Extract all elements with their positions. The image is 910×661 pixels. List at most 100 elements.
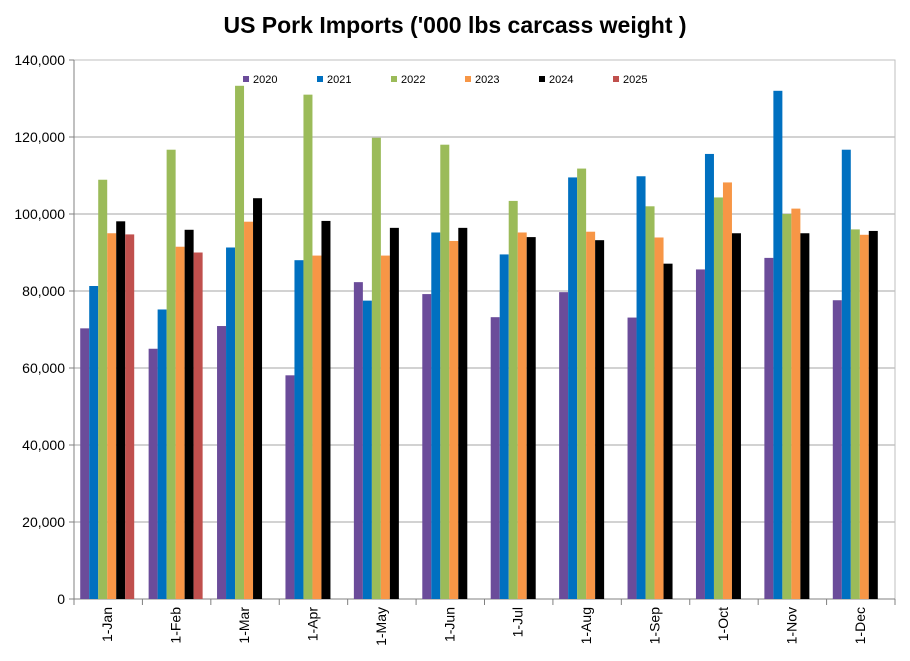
legend-swatch-2024: [539, 76, 545, 82]
bar-2024-1-Jun: [458, 227, 468, 600]
x-tick-label: 1-Jan: [99, 607, 115, 642]
y-tick-label: 0: [57, 591, 65, 607]
bar-2024-1-Oct: [731, 233, 741, 599]
legend-label-2022: 2022: [401, 74, 425, 86]
x-tick-label: 1-Dec: [852, 607, 868, 644]
legend-swatch-2023: [465, 76, 471, 82]
bar-2022-1-Apr: [303, 94, 313, 600]
x-tick-label: 1-Feb: [168, 607, 184, 644]
x-tick-label: 1-Sep: [647, 607, 663, 645]
legend-swatch-2025: [613, 76, 619, 82]
bar-2020-1-Apr: [285, 375, 295, 599]
bar-2022-1-Jul: [508, 200, 518, 599]
x-tick-label: 1-Aug: [578, 607, 594, 644]
bar-2023-1-Jun: [449, 240, 459, 599]
legend-label-2025: 2025: [623, 74, 647, 86]
bar-2023-1-Jul: [517, 232, 527, 600]
legend-label-2023: 2023: [475, 74, 499, 86]
bar-2024-1-May: [389, 227, 399, 600]
bar-2021-1-Jul: [499, 254, 509, 600]
chart-title: US Pork Imports ('000 lbs carcass weight…: [223, 12, 687, 38]
bar-2020-1-May: [353, 282, 363, 599]
bar-2025-1-Feb: [193, 252, 203, 599]
bar-2022-1-Nov: [782, 214, 792, 599]
x-tick-label: 1-Oct: [715, 607, 731, 641]
bar-2024-1-Aug: [595, 240, 605, 599]
bar-2021-1-Apr: [294, 260, 304, 599]
bar-2023-1-Oct: [722, 182, 732, 599]
bar-2024-1-Sep: [663, 263, 673, 599]
bar-2023-1-Nov: [791, 208, 801, 600]
legend-swatch-2020: [243, 76, 249, 82]
x-tick-label: 1-May: [373, 607, 389, 646]
bar-2020-1-Jun: [422, 294, 432, 599]
bar-2024-1-Dec: [868, 230, 878, 599]
bar-2021-1-Jan: [89, 285, 99, 599]
bar-2021-1-Aug: [568, 177, 578, 600]
bar-2021-1-Dec: [841, 149, 851, 599]
y-tick-label: 140,000: [14, 52, 65, 68]
x-tick-label: 1-Mar: [236, 607, 252, 644]
bar-2020-1-Oct: [695, 269, 705, 599]
bar-2023-1-May: [380, 255, 390, 599]
legend: 2020 2021 2022 2023 2024 2025: [243, 74, 647, 86]
legend-label-2020: 2020: [253, 74, 277, 86]
bar-2022-1-May: [371, 137, 381, 599]
y-axis-ticks: 0 20,000 40,000 60,000 80,000 100,000 120,000 1…: [14, 52, 74, 607]
x-tick-label: 1-Nov: [783, 607, 799, 644]
bar-2020-1-Mar: [217, 326, 227, 599]
y-tick-label: 80,000: [22, 283, 65, 299]
bar-2024-1-Jul: [526, 237, 536, 599]
bar-2020-1-Dec: [832, 300, 842, 599]
x-tick-label: 1-Jul: [510, 607, 526, 637]
y-tick-label: 120,000: [14, 129, 65, 145]
bar-2021-1-Sep: [636, 176, 646, 599]
y-tick-label: 60,000: [22, 360, 65, 376]
bar-2024-1-Apr: [321, 220, 331, 599]
bar-2021-1-Oct: [704, 153, 714, 599]
bar-2022-1-Oct: [713, 197, 723, 599]
bar-2024-1-Nov: [800, 233, 810, 599]
bar-2022-1-Mar: [235, 85, 245, 600]
bar-2025-1-Jan: [125, 234, 135, 599]
bar-2024-1-Jan: [116, 221, 126, 599]
bar-2023-1-Mar: [244, 221, 254, 599]
bar-2023-1-Jan: [107, 233, 117, 599]
x-tick-label: 1-Jun: [441, 607, 457, 642]
bar-2023-1-Sep: [654, 237, 664, 600]
bar-2022-1-Dec: [850, 229, 860, 599]
y-tick-label: 40,000: [22, 437, 65, 453]
bar-2020-1-Feb: [148, 348, 158, 599]
y-tick-label: 20,000: [22, 514, 65, 530]
bar-2021-1-Feb: [157, 309, 167, 599]
bar-2023-1-Feb: [175, 246, 185, 599]
bar-2023-1-Aug: [586, 231, 596, 599]
legend-label-2024: 2024: [549, 74, 573, 86]
bar-2022-1-Feb: [166, 149, 176, 599]
bar-2021-1-May: [362, 300, 372, 599]
x-axis-ticks: 1-Jan 1-Feb 1-Mar 1-Apr 1-May 1-Jun 1-Jul 1-Aug…: [73, 599, 896, 646]
bar-2020-1-Sep: [627, 317, 637, 599]
bars: [80, 85, 878, 600]
bar-2023-1-Dec: [859, 234, 869, 600]
bar-2020-1-Jan: [80, 328, 90, 599]
bar-2024-1-Feb: [184, 229, 194, 599]
legend-swatch-2021: [317, 76, 323, 82]
y-tick-label: 100,000: [14, 206, 65, 222]
bar-2021-1-Mar: [226, 247, 236, 599]
x-tick-label: 1-Apr: [304, 607, 320, 642]
bar-2022-1-Jun: [440, 144, 450, 599]
bar-2020-1-Jul: [490, 317, 500, 599]
bar-2022-1-Sep: [645, 206, 655, 600]
bar-2020-1-Aug: [559, 292, 569, 599]
bar-2020-1-Nov: [764, 257, 774, 599]
bar-2022-1-Jan: [98, 179, 108, 600]
legend-label-2021: 2021: [327, 74, 351, 86]
bar-2021-1-Jun: [431, 232, 441, 600]
bar-2022-1-Aug: [577, 168, 587, 599]
bar-2021-1-Nov: [773, 90, 783, 600]
bar-2023-1-Apr: [312, 255, 322, 599]
bar-2024-1-Mar: [253, 198, 263, 599]
legend-swatch-2022: [391, 76, 397, 82]
